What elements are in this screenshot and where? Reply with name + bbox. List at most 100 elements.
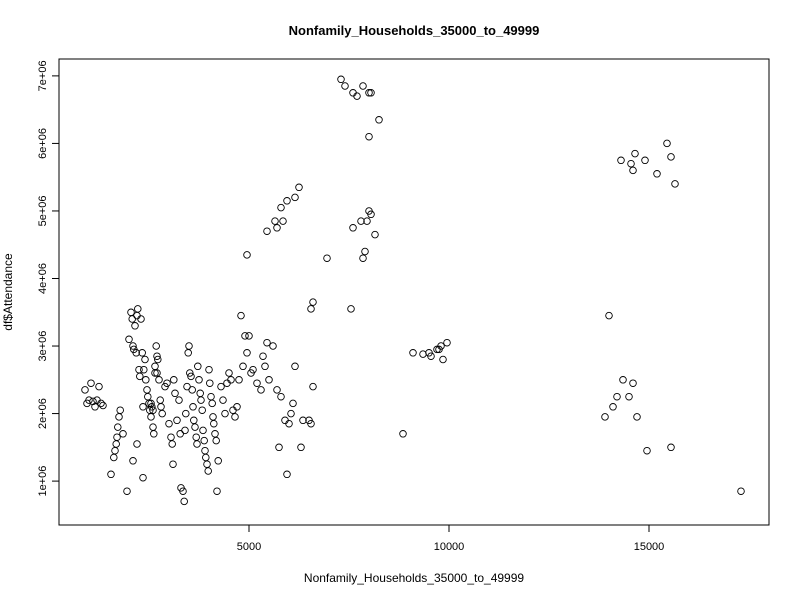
data-point <box>206 379 214 387</box>
data-point <box>197 396 205 404</box>
data-point <box>127 308 135 317</box>
data-point <box>184 349 192 357</box>
data-point <box>291 362 299 371</box>
data-point <box>157 403 165 411</box>
y-axis: 1e+06 2e+06 3e+06 4e+06 5e+06 6e+06 7e+06 <box>37 60 59 497</box>
data-point <box>427 352 435 360</box>
data-point <box>156 396 164 404</box>
data-point <box>299 416 307 425</box>
data-point <box>95 382 103 391</box>
data-point <box>297 443 305 452</box>
data-point <box>131 322 139 330</box>
data-point <box>219 396 227 404</box>
data-point <box>112 440 120 448</box>
data-point <box>271 217 279 225</box>
data-point <box>123 487 131 495</box>
data-point <box>263 227 271 235</box>
data-point <box>186 369 194 377</box>
data-point <box>285 419 293 428</box>
data-point <box>273 386 281 394</box>
data-point <box>609 403 617 411</box>
data-point <box>359 254 367 262</box>
data-point <box>221 409 229 418</box>
data-point <box>667 443 675 452</box>
data-point <box>115 413 123 421</box>
data-point <box>149 406 157 414</box>
data-point <box>353 92 361 100</box>
data-point <box>198 406 206 414</box>
data-point <box>144 392 152 401</box>
data-point <box>213 487 221 495</box>
data-point <box>245 332 253 340</box>
data-point <box>667 153 675 161</box>
data-point <box>155 376 163 384</box>
data-point <box>443 338 451 347</box>
data-point <box>357 217 365 225</box>
data-point <box>200 436 208 445</box>
data-point <box>359 82 367 90</box>
data-point <box>617 156 625 165</box>
data-point <box>365 132 373 141</box>
data-point <box>119 430 127 438</box>
data-point <box>85 396 93 404</box>
data-point <box>113 433 121 441</box>
data-point <box>205 365 213 374</box>
data-point <box>283 197 291 205</box>
data-point <box>375 116 383 124</box>
data-point <box>97 399 105 408</box>
data-point <box>283 470 291 479</box>
data-point <box>243 349 251 357</box>
data-point <box>189 403 197 411</box>
data-point <box>233 403 241 411</box>
data-point <box>191 423 199 431</box>
data-point <box>125 335 133 344</box>
data-point <box>289 399 297 408</box>
data-point <box>737 487 745 495</box>
data-point <box>259 352 267 360</box>
y-tick-label: 2e+06 <box>37 398 49 429</box>
data-point <box>167 433 175 441</box>
data-point <box>273 224 281 232</box>
y-tick-label: 3e+06 <box>37 331 49 362</box>
data-point <box>281 416 289 425</box>
data-point <box>295 183 303 192</box>
data-point <box>179 487 187 495</box>
data-point <box>363 217 371 225</box>
data-point <box>154 355 162 364</box>
chart-title: Nonfamily_Households_35000_to_49999 <box>289 23 540 38</box>
data-point <box>419 350 427 358</box>
data-point <box>185 342 193 350</box>
data-point <box>147 413 155 421</box>
data-points <box>81 75 745 506</box>
data-point <box>134 305 142 313</box>
data-point <box>133 440 141 448</box>
data-point <box>241 332 249 340</box>
data-point <box>158 409 166 418</box>
data-point <box>168 440 176 448</box>
x-tick-label: 5000 <box>237 541 261 553</box>
data-point <box>231 413 239 421</box>
data-point <box>629 379 637 387</box>
y-tick-label: 6e+06 <box>37 128 49 159</box>
data-point <box>225 369 233 377</box>
data-point <box>629 166 637 175</box>
data-point <box>153 352 161 360</box>
data-point <box>147 399 155 408</box>
data-point <box>116 406 124 414</box>
data-point <box>129 457 137 465</box>
data-point <box>183 382 191 391</box>
data-point <box>243 251 251 259</box>
data-point <box>180 497 188 506</box>
data-point <box>181 426 189 435</box>
data-point <box>151 362 159 371</box>
data-point <box>208 399 216 408</box>
data-point <box>367 89 375 97</box>
data-point <box>190 416 198 425</box>
data-point <box>223 379 231 387</box>
x-tick-label: 10000 <box>434 541 465 553</box>
data-point <box>279 217 287 225</box>
data-point <box>87 379 95 387</box>
data-point <box>196 389 204 398</box>
data-point <box>99 401 107 410</box>
data-point <box>176 430 184 438</box>
